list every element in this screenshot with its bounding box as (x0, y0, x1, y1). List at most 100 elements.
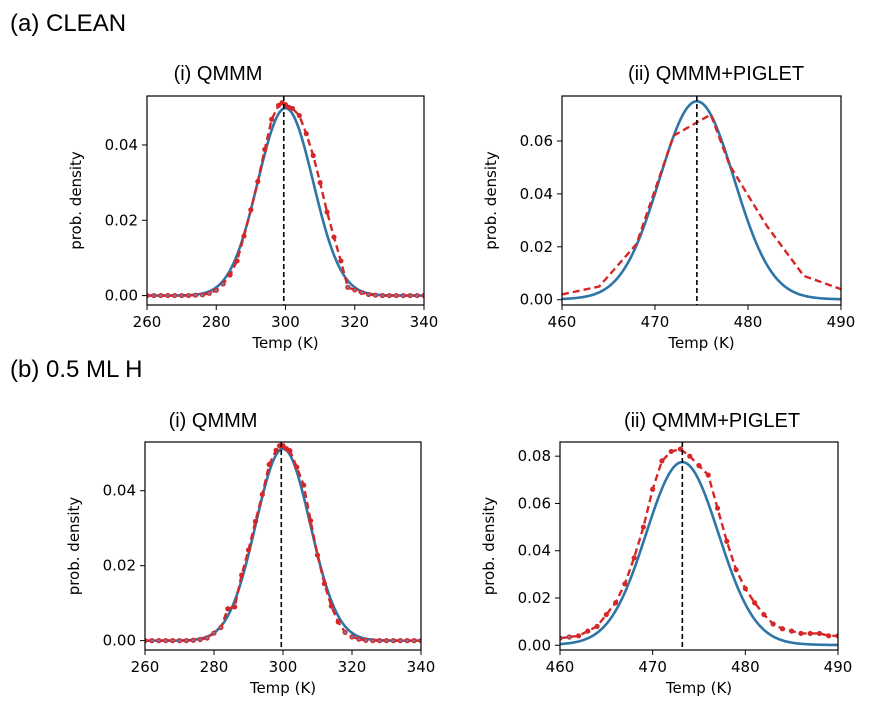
y-tick-label: 0.04 (520, 185, 553, 203)
data-point (705, 472, 711, 478)
y-tick-label: 0.00 (518, 636, 551, 654)
data-point-center (219, 626, 223, 629)
data-point-center (208, 292, 211, 295)
chart-b-i: (i) QMMM 260 280 300 320 340 0.00 0.02 0.04 Temp … (65, 410, 435, 697)
data-point-center (180, 294, 183, 297)
data-point-center (350, 635, 354, 639)
x-tick-label: 340 (410, 313, 439, 331)
section-label-a: (a) CLEAN (10, 10, 127, 37)
y-tick-label: 0.00 (105, 287, 138, 305)
fit-curve (562, 99, 841, 301)
data-point (321, 581, 327, 587)
x-tick-label: 300 (269, 658, 298, 676)
y-tick-label: 0.02 (520, 238, 553, 256)
data-point (631, 555, 637, 561)
data-point-center (567, 635, 571, 639)
data-point-center (360, 291, 363, 294)
data-point (761, 611, 767, 618)
data-point (798, 630, 804, 637)
data-point (308, 518, 314, 524)
chart-title: (ii) QMMM+PIGLET (628, 63, 804, 85)
data-point (234, 258, 240, 264)
y-tick-label: 0.04 (103, 482, 136, 500)
y-tick-label: 0.02 (105, 211, 138, 229)
data-point (733, 567, 739, 573)
y-tick-label: 0.04 (105, 136, 138, 154)
data-point (331, 234, 337, 240)
x-axis-label: Temp (K) (665, 679, 732, 697)
data-point (714, 505, 721, 511)
x-tick-label: 260 (131, 658, 160, 676)
y-axis-label: prob. density (480, 497, 498, 596)
data-point-center (194, 293, 197, 297)
data-point (594, 623, 600, 629)
data-point (742, 585, 748, 592)
x-tick-label: 460 (546, 658, 575, 676)
data-point (807, 630, 813, 637)
data-point-center (399, 639, 402, 642)
section-label-b: (b) 0.5 ML H (10, 356, 143, 383)
data-point-center (395, 294, 398, 297)
data-series (147, 101, 424, 297)
data-point (269, 116, 275, 122)
data-point (835, 633, 838, 639)
data-point (294, 464, 300, 470)
data-point-center (150, 639, 154, 642)
data-point (255, 178, 261, 185)
y-tick-label: 0.06 (520, 132, 553, 150)
data-point (310, 152, 316, 159)
data-point (328, 603, 334, 609)
data-point-center (201, 293, 204, 297)
x-tick-label: 320 (338, 658, 367, 676)
data-point (816, 630, 823, 637)
data-point (262, 146, 268, 153)
x-tick-label: 320 (340, 313, 369, 331)
x-axis-label: Temp (K) (249, 679, 316, 697)
plot-frame (559, 441, 839, 651)
y-tick-label: 0.00 (520, 291, 553, 309)
data-point (227, 272, 233, 278)
data-point (335, 619, 341, 625)
data-point-center (415, 294, 419, 297)
data-point (301, 482, 307, 488)
x-tick-label: 340 (407, 658, 436, 676)
data-series (562, 112, 841, 296)
data-point-center (187, 294, 190, 297)
data-point-center (164, 639, 167, 642)
data-point-center (198, 638, 202, 641)
fit-curve (560, 460, 838, 647)
data-point (789, 628, 795, 634)
data-point (575, 633, 582, 639)
data-point-center (185, 639, 188, 642)
data-point-center (392, 639, 395, 642)
data-point-center (408, 294, 412, 297)
chart-b-ii: (ii) QMMM+PIGLET 460 470 480 490 0.00 0.02 0.04… (480, 410, 852, 697)
data-point-center (401, 294, 405, 297)
data-point (770, 621, 776, 627)
data-point-center (214, 289, 218, 292)
data-point (826, 633, 832, 639)
data-point-center (192, 638, 195, 642)
x-tick-label: 470 (641, 313, 670, 331)
data-point (696, 463, 702, 469)
data-point-center (346, 286, 350, 289)
data-point-center (152, 294, 156, 297)
data-point (668, 448, 674, 455)
data-point-center (412, 639, 416, 642)
x-tick-label: 460 (548, 313, 577, 331)
data-point-center (378, 639, 381, 642)
data-point-center (171, 639, 174, 642)
data-point-center (205, 636, 209, 640)
y-tick-label: 0.02 (103, 557, 136, 575)
plot-frame (144, 441, 422, 651)
chart-title: (i) QMMM (174, 63, 263, 85)
data-point-center (367, 293, 370, 296)
data-point (248, 207, 254, 213)
y-tick-label: 0.06 (518, 494, 551, 512)
data-point-center (212, 631, 216, 635)
data-point (585, 628, 591, 634)
plot-frame (146, 95, 425, 306)
data-point-center (159, 294, 163, 297)
data-point-center (166, 294, 170, 297)
